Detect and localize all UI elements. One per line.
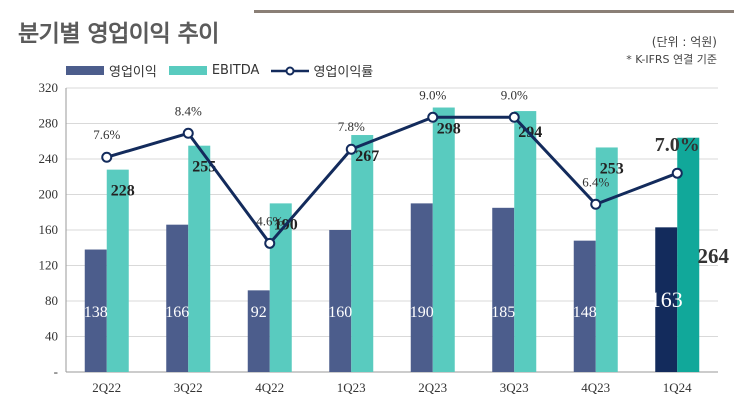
- data-label-op-profit: 185: [491, 304, 515, 321]
- bar-op-profit: [492, 207, 515, 372]
- data-label-ebitda: 264: [698, 244, 730, 268]
- bar-op-profit: [84, 249, 107, 372]
- y-tick-label: 320: [39, 80, 59, 95]
- legend-label-op-profit: 영업이익: [109, 65, 157, 80]
- legend-item-op-profit: 영업이익: [66, 61, 157, 80]
- margin-marker: [508, 111, 520, 123]
- data-label-margin: 6.4%: [582, 174, 609, 189]
- data-label-margin: 7.6%: [93, 127, 120, 142]
- chart-legend: 영업이익 EBITDA 영업이익률: [66, 61, 385, 80]
- bar-ebitda: [351, 135, 374, 372]
- x-tick-label: 2Q22: [92, 380, 121, 395]
- data-label-margin: 7.0%: [655, 134, 700, 156]
- x-tick-label: 1Q24: [663, 380, 692, 395]
- bar-op-profit: [329, 230, 352, 372]
- legend-swatch-margin: [271, 66, 310, 75]
- margin-marker: [590, 198, 602, 210]
- bar-ebitda: [514, 111, 537, 372]
- legend-label-margin: 영업이익률: [313, 65, 374, 80]
- y-tick-label: 200: [39, 187, 59, 202]
- bar-ebitda: [269, 203, 292, 372]
- data-label-ebitda: 253: [600, 160, 624, 177]
- bar-ebitda: [188, 145, 211, 372]
- legend-item-margin: 영업이익률: [271, 61, 373, 80]
- data-label-op-profit: 92: [251, 304, 267, 321]
- data-label-ebitda: 228: [111, 183, 135, 200]
- y-tick-label: 280: [39, 116, 59, 131]
- data-label-margin: 9.0%: [501, 87, 528, 102]
- bar-op-profit: [166, 224, 189, 372]
- margin-marker: [671, 167, 683, 179]
- bar-op-profit: [573, 240, 596, 372]
- x-tick-label: 2Q23: [418, 380, 447, 395]
- data-label-margin: 8.4%: [175, 103, 202, 118]
- legend-item-ebitda: EBITDA: [168, 63, 260, 78]
- bar-ebitda: [432, 107, 455, 373]
- standard-note: * K-IFRS 연결 기준: [626, 53, 717, 66]
- x-tick-label: 3Q22: [174, 380, 203, 395]
- margin-marker: [264, 237, 276, 249]
- y-tick-label: -: [54, 364, 58, 379]
- data-label-margin: 7.8%: [338, 119, 365, 134]
- data-label-ebitda: 298: [437, 121, 461, 138]
- data-label-op-profit: 160: [328, 304, 352, 321]
- data-label-op-profit: 190: [410, 304, 434, 321]
- data-label-op-profit: 148: [573, 304, 597, 321]
- x-tick-label: 3Q23: [500, 380, 529, 395]
- data-label-margin: 9.0%: [419, 87, 446, 102]
- y-tick-label: 40: [45, 329, 58, 344]
- y-tick-label: 80: [45, 293, 58, 308]
- margin-marker: [101, 151, 113, 163]
- data-label-op-profit: 163: [650, 287, 683, 312]
- bar-ebitda: [106, 169, 129, 372]
- y-tick-label: 120: [39, 258, 59, 273]
- bar-op-profit: [655, 227, 678, 372]
- bar-ebitda: [677, 137, 700, 372]
- unit-note: (단위 : 억원): [651, 35, 717, 49]
- legend-label-ebitda: EBITDA: [211, 63, 260, 78]
- margin-marker: [182, 127, 194, 139]
- margin-marker: [427, 111, 439, 123]
- legend-swatch-ebitda: [168, 66, 207, 75]
- legend-swatch-op-profit: [66, 66, 104, 75]
- x-tick-label: 4Q22: [255, 380, 284, 395]
- y-tick-label: 160: [39, 222, 59, 237]
- data-label-op-profit: 138: [84, 304, 108, 321]
- margin-line: [106, 115, 678, 245]
- chart-title: 분기별 영업이익 추이: [18, 21, 219, 47]
- data-label-op-profit: 166: [165, 304, 189, 321]
- y-tick-label: 240: [39, 151, 59, 166]
- data-label-ebitda: 267: [355, 148, 379, 165]
- x-tick-label: 1Q23: [337, 380, 366, 395]
- data-label-margin: 4.6%: [256, 213, 283, 228]
- bar-op-profit: [247, 290, 270, 372]
- margin-marker: [345, 143, 357, 155]
- bar-op-profit: [410, 203, 433, 372]
- x-tick-label: 4Q23: [581, 380, 610, 395]
- title-divider: [254, 10, 734, 13]
